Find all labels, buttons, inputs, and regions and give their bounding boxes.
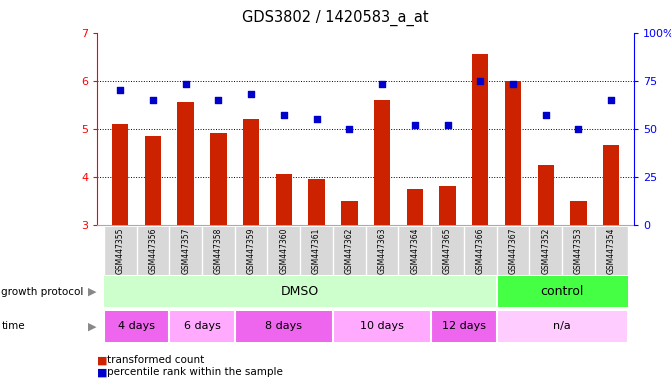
Text: percentile rank within the sample: percentile rank within the sample <box>107 367 283 377</box>
Text: GSM447361: GSM447361 <box>312 228 321 275</box>
Point <box>213 97 223 103</box>
Bar <box>235 227 268 275</box>
Bar <box>399 227 431 275</box>
Text: GSM447363: GSM447363 <box>378 228 386 275</box>
Text: control: control <box>540 285 584 298</box>
Bar <box>603 146 619 225</box>
Bar <box>104 276 497 307</box>
Text: ■: ■ <box>97 355 108 365</box>
Bar <box>595 227 627 275</box>
Point <box>311 116 322 122</box>
Bar <box>366 227 399 275</box>
Text: GSM447364: GSM447364 <box>410 228 419 275</box>
Bar <box>268 227 300 275</box>
Bar <box>374 100 391 225</box>
Point <box>573 126 584 132</box>
Text: time: time <box>1 321 25 331</box>
Text: ■: ■ <box>97 367 108 377</box>
Bar <box>276 174 292 225</box>
Text: GSM447358: GSM447358 <box>214 228 223 275</box>
Bar <box>431 227 464 275</box>
Text: GDS3802 / 1420583_a_at: GDS3802 / 1420583_a_at <box>242 10 429 26</box>
Text: GSM447360: GSM447360 <box>279 228 289 275</box>
Point <box>278 112 289 118</box>
Text: n/a: n/a <box>553 321 571 331</box>
Text: 12 days: 12 days <box>442 321 486 331</box>
Point <box>115 87 125 93</box>
Text: transformed count: transformed count <box>107 355 205 365</box>
Bar <box>210 134 227 225</box>
Text: GSM447365: GSM447365 <box>443 228 452 275</box>
Text: GSM447352: GSM447352 <box>541 228 550 275</box>
Point <box>606 97 617 103</box>
Point <box>409 122 420 128</box>
Bar <box>178 102 194 225</box>
Bar <box>407 189 423 225</box>
Text: GSM447359: GSM447359 <box>247 228 256 275</box>
Text: ▶: ▶ <box>89 321 97 331</box>
Bar <box>243 119 259 225</box>
Bar <box>497 311 627 342</box>
Bar <box>562 227 595 275</box>
Text: GSM447354: GSM447354 <box>607 228 616 275</box>
Text: ▶: ▶ <box>89 287 97 297</box>
Bar <box>309 179 325 225</box>
Bar <box>497 276 627 307</box>
Point <box>180 81 191 88</box>
Text: 8 days: 8 days <box>265 321 303 331</box>
Bar <box>440 186 456 225</box>
Bar <box>431 311 497 342</box>
Text: GSM447355: GSM447355 <box>115 228 125 275</box>
Bar <box>235 311 333 342</box>
Point <box>376 81 387 88</box>
Text: GSM447367: GSM447367 <box>509 228 517 275</box>
Text: growth protocol: growth protocol <box>1 287 84 297</box>
Bar <box>472 54 488 225</box>
Text: GSM447362: GSM447362 <box>345 228 354 275</box>
Point <box>475 78 486 84</box>
Text: GSM447353: GSM447353 <box>574 228 583 275</box>
Text: DMSO: DMSO <box>281 285 319 298</box>
Bar <box>537 165 554 225</box>
Bar <box>112 124 128 225</box>
Text: GSM447366: GSM447366 <box>476 228 484 275</box>
Bar <box>104 227 137 275</box>
Text: GSM447357: GSM447357 <box>181 228 190 275</box>
Point <box>246 91 256 97</box>
Bar <box>464 227 497 275</box>
Bar <box>529 227 562 275</box>
Bar <box>570 201 586 225</box>
Bar <box>137 227 169 275</box>
Point <box>540 112 551 118</box>
Bar <box>333 227 366 275</box>
Bar <box>341 201 358 225</box>
Text: 4 days: 4 days <box>118 321 155 331</box>
Point <box>344 126 355 132</box>
Point <box>508 81 519 88</box>
Bar <box>145 136 161 225</box>
Text: GSM447356: GSM447356 <box>148 228 158 275</box>
Bar <box>202 227 235 275</box>
Text: 6 days: 6 days <box>184 321 221 331</box>
Bar <box>169 227 202 275</box>
Point <box>442 122 453 128</box>
Text: 10 days: 10 days <box>360 321 404 331</box>
Bar <box>169 311 235 342</box>
Point <box>148 97 158 103</box>
Bar <box>497 227 529 275</box>
Bar <box>104 311 169 342</box>
Bar <box>505 81 521 225</box>
Bar <box>300 227 333 275</box>
Bar <box>333 311 431 342</box>
